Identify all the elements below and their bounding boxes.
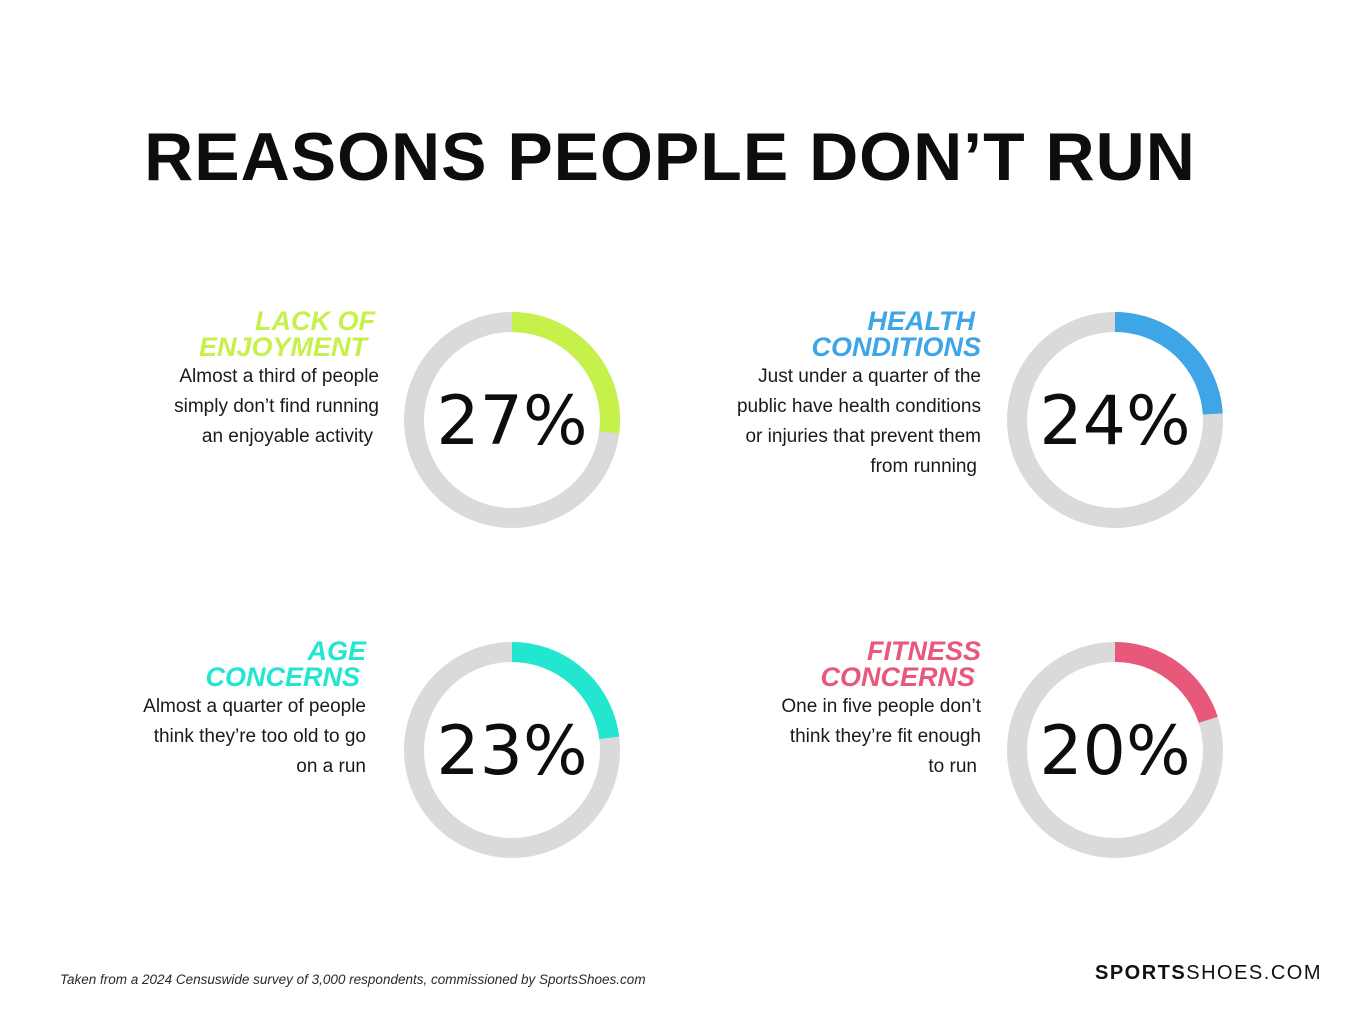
stat-description-line: think they’re fit enough [789, 726, 981, 747]
stat-heading: HEALTH CONDITIONS [737, 306, 981, 362]
stat-description: Almost a quarter of people think they’re… [143, 692, 366, 782]
stat-heading-line: AGE [307, 636, 366, 666]
stat-heading: LACK OF ENJOYMENT [174, 306, 379, 362]
donut-svg: 27% [404, 312, 620, 528]
brand-logo-part: SPORTS [1095, 962, 1187, 984]
stat-text: HEALTH CONDITIONS Just under a quarter o… [737, 308, 981, 482]
stat-heading-line: CONCERNS [205, 662, 360, 692]
stat-text: FITNESS CONCERNS One in five people don’… [781, 638, 981, 782]
stat-description-line: Just under a quarter of the [758, 366, 981, 387]
stat-heading: FITNESS CONCERNS [781, 636, 981, 692]
stat-text: AGE CONCERNS Almost a quarter of people … [143, 638, 366, 782]
stat-description-line: Almost a third of people [179, 366, 379, 387]
stat-heading-line: CONCERNS [820, 662, 975, 692]
donut-chart: 20% [1003, 638, 1227, 862]
donut-svg: 20% [1007, 642, 1223, 858]
stat-description-line: simply don’t find running [174, 396, 379, 417]
donut-percent-label: 23% [436, 712, 587, 791]
donut-percent-label: 20% [1039, 712, 1190, 791]
donut-value-arc [404, 312, 620, 528]
stat-description-line: or injuries that prevent them [745, 426, 981, 447]
page-title: REASONS PEOPLE DON’T RUN [144, 119, 1196, 195]
source-footnote: Taken from a 2024 Censuswide survey of 3… [60, 972, 646, 987]
stat-heading-line: HEALTH [867, 306, 976, 336]
stat-heading-line: ENJOYMENT [198, 332, 367, 362]
stat-description-line: an enjoyable activity [201, 426, 373, 447]
stat-panel-age-concerns: AGE CONCERNS Almost a quarter of people … [64, 638, 624, 878]
stat-description-line: public have health conditions [736, 396, 981, 417]
stat-description: One in five people don’t think they’re f… [781, 692, 981, 782]
stat-description: Just under a quarter of the public have … [737, 362, 981, 482]
stat-heading-line: FITNESS [866, 636, 981, 666]
stat-description-line: think they’re too old to go [153, 726, 366, 747]
stat-panel-lack-of-enjoyment: LACK OF ENJOYMENT Almost a third of peop… [64, 308, 624, 548]
stat-heading: AGE CONCERNS [143, 636, 366, 692]
stat-description-line: from running [870, 456, 977, 477]
donut-value-arc [1007, 312, 1223, 528]
stat-heading-line: LACK OF [255, 306, 375, 336]
donut-chart: 24% [1003, 308, 1227, 532]
donut-value-arc [404, 642, 620, 858]
brand-logo: SPORTSSHOES.COM [1095, 962, 1322, 985]
stat-description-line: on a run [296, 756, 366, 777]
stat-text: LACK OF ENJOYMENT Almost a third of peop… [174, 308, 379, 452]
stat-description-line: One in five people don’t [781, 696, 981, 717]
stat-panel-health-conditions: HEALTH CONDITIONS Just under a quarter o… [673, 308, 1233, 548]
donut-chart: 27% [400, 308, 624, 532]
brand-logo-part: SHOES.COM [1186, 962, 1322, 984]
stat-description-line: to run [928, 756, 977, 777]
donut-percent-label: 24% [1039, 382, 1190, 461]
donut-value-arc [1007, 642, 1223, 858]
stat-description: Almost a third of people simply don’t fi… [174, 362, 379, 452]
stat-heading-line: CONDITIONS [811, 332, 981, 362]
donut-chart: 23% [400, 638, 624, 862]
stat-panel-fitness-concerns: FITNESS CONCERNS One in five people don’… [673, 638, 1233, 878]
donut-svg: 23% [404, 642, 620, 858]
donut-percent-label: 27% [436, 382, 587, 461]
stat-description-line: Almost a quarter of people [143, 696, 366, 717]
donut-svg: 24% [1007, 312, 1223, 528]
